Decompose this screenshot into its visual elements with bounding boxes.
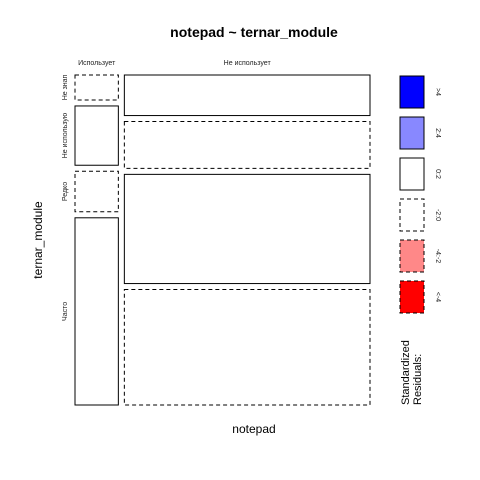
- legend-swatch: [399, 157, 425, 191]
- mosaic-cell: [123, 74, 371, 117]
- legend-title-line: Residuals:: [412, 354, 424, 405]
- legend-swatch: [399, 116, 425, 150]
- mosaic-cell: [123, 121, 371, 169]
- mosaic-cell: [74, 170, 119, 213]
- legend-label: -4:-2: [434, 249, 441, 264]
- row-label: Часто: [62, 302, 69, 321]
- column-label: Использует: [78, 60, 116, 67]
- row-label: Не знап: [62, 74, 69, 100]
- legend-swatch: [399, 198, 425, 232]
- legend-label: <-4: [434, 292, 441, 302]
- legend-title-line: Standardized: [400, 340, 412, 405]
- legend-swatch: [399, 239, 425, 273]
- mosaic-cell: [123, 289, 371, 406]
- y-axis-title: ternar_module: [31, 201, 45, 279]
- legend-label: 0:2: [434, 169, 441, 179]
- legend-label: -2:0: [434, 209, 441, 221]
- x-axis-title: notepad: [232, 422, 275, 436]
- mosaic-cell: [74, 105, 119, 166]
- mosaic-cell: [123, 173, 371, 285]
- legend-swatch: [399, 280, 425, 314]
- column-label: Не использует: [224, 60, 272, 67]
- mosaic-cell: [74, 217, 119, 406]
- residual-legend: >4 2:4 0:2 -2:0 -4:-2 <-4 StandardizedResidual…: [399, 75, 441, 405]
- chart-title: notepad ~ ternar_module: [170, 24, 338, 40]
- legend-title: StandardizedResiduals:: [400, 340, 424, 405]
- mosaic-cell: [74, 74, 119, 101]
- row-label: Редко: [62, 182, 69, 201]
- legend-label: >4: [434, 88, 441, 96]
- legend-label: 2:4: [434, 128, 441, 138]
- row-label: Не использую: [62, 113, 69, 158]
- legend-swatch: [399, 75, 425, 109]
- mosaic-plot-area: Использует Не знап Не использую Редко Часто Н…: [62, 60, 371, 406]
